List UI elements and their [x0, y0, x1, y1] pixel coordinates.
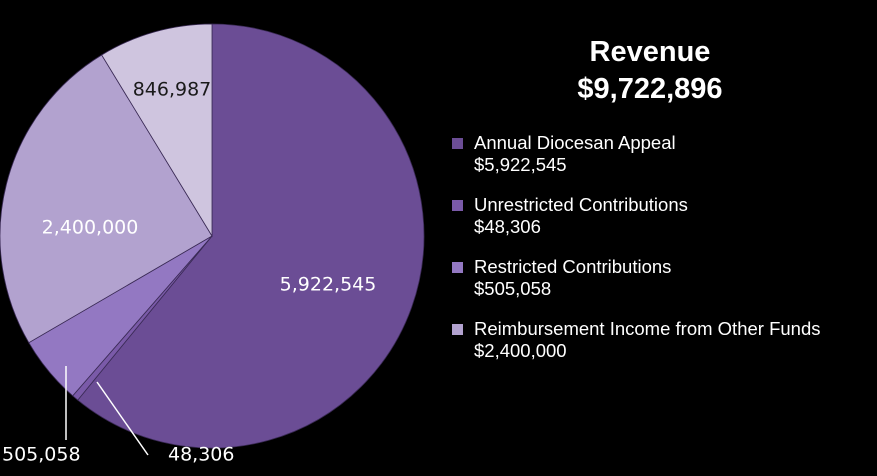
legend-entry: Annual Diocesan Appeal $5,922,545 [450, 132, 850, 176]
chart-subtitle: $9,722,896 [577, 73, 723, 105]
legend-entry: Reimbursement Income from Other Funds $2,… [450, 318, 850, 362]
legend-entry: Unrestricted Contributions $48,306 [450, 194, 850, 238]
legend-value: $48,306 [474, 216, 541, 237]
legend-label: Reimbursement Income from Other Funds [474, 318, 821, 339]
chart-title: Revenue [589, 36, 711, 68]
chart-header: Revenue $9,722,896 [520, 34, 780, 108]
slice-label: 505,058 [2, 444, 81, 466]
legend-value: $505,058 [474, 278, 552, 299]
slice-label: 846,987 [133, 79, 212, 101]
legend-label: Annual Diocesan Appeal [474, 132, 676, 153]
legend-value: $2,400,000 [474, 340, 567, 361]
legend-swatch [452, 138, 463, 149]
slice-label: 48,306 [168, 444, 234, 466]
slice-label: 2,400,000 [42, 217, 139, 239]
pie-slice [101, 23, 213, 238]
legend-swatch [452, 200, 463, 211]
leader-line [96, 381, 149, 456]
pie-slice [0, 54, 213, 344]
legend-value: $5,922,545 [474, 154, 567, 175]
pie-slice [77, 23, 425, 449]
legend-label: Restricted Contributions [474, 256, 672, 277]
legend: Annual Diocesan Appeal $5,922,545 Unrestri… [450, 132, 850, 380]
legend-swatch [452, 262, 463, 273]
legend-entry: Restricted Contributions $505,058 [450, 256, 850, 300]
slice-label: 5,922,545 [280, 274, 377, 296]
legend-label: Unrestricted Contributions [474, 194, 688, 215]
legend-swatch [452, 324, 463, 335]
